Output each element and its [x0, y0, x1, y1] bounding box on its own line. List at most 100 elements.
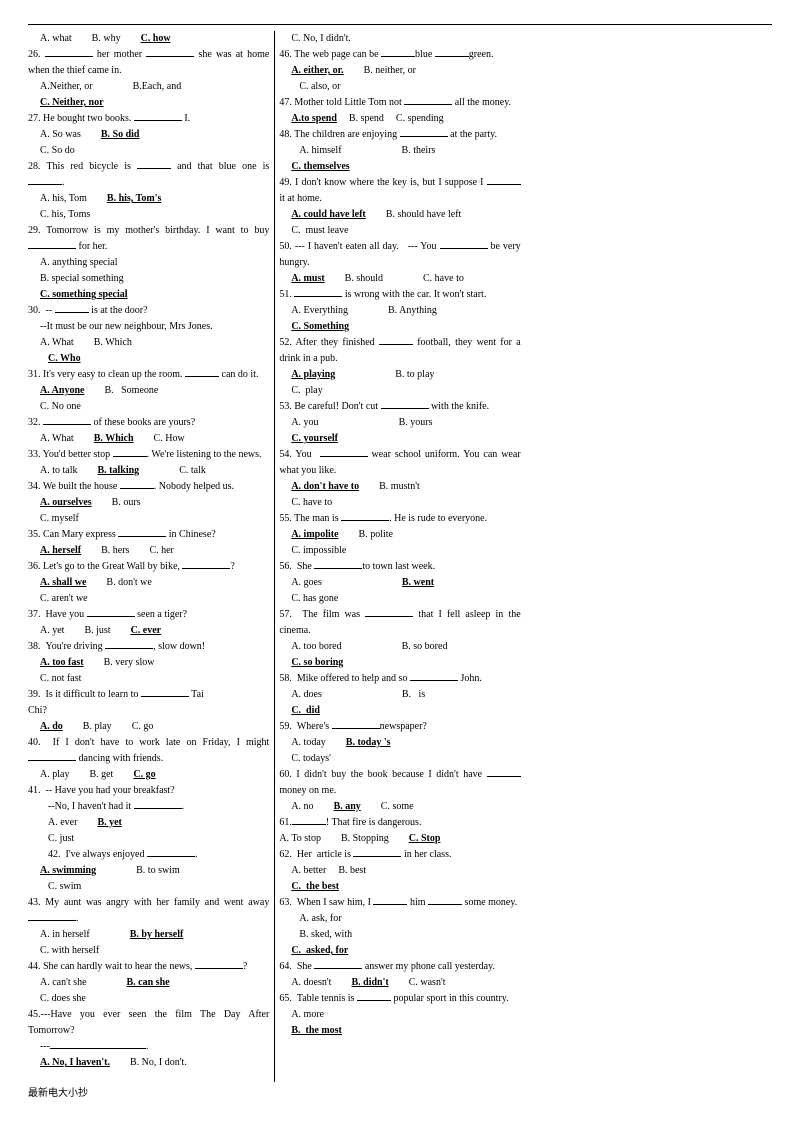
question-line: A. No, I haven't.B. No, I don't. — [28, 1055, 269, 1071]
question-line: 62. Her article is in her class. — [279, 847, 520, 863]
question-line: C. Neither, nor — [28, 95, 269, 111]
question-line: 48. The children are enjoying at the par… — [279, 127, 520, 143]
question-line: A. ourselvesB. ours — [28, 495, 269, 511]
question-line: 40. If I don't have to work late on Frid… — [28, 735, 269, 767]
question-line: C. impossible — [279, 543, 520, 559]
question-line: 55. The man is . He is rude to everyone. — [279, 511, 520, 527]
question-line: C. myself — [28, 511, 269, 527]
question-line: 47. Mother told Little Tom not all the m… — [279, 95, 520, 111]
question-line: A. more — [279, 1007, 520, 1023]
question-line: 45.---Have you ever seen the film The Da… — [28, 1007, 269, 1039]
question-line: 29. Tomorrow is my mother's birthday. I … — [28, 223, 269, 255]
question-line: C. No, I didn't. — [279, 31, 520, 47]
question-line: C. todays' — [279, 751, 520, 767]
question-line: 28. This red bicycle is and that blue on… — [28, 159, 269, 191]
question-line: 52. After they finished football, they w… — [279, 335, 520, 367]
question-line: C. have to — [279, 495, 520, 511]
question-line: 64. She answer my phone call yesterday. — [279, 959, 520, 975]
question-line: 35. Can Mary express in Chinese? — [28, 527, 269, 543]
question-line: C. No one — [28, 399, 269, 415]
question-line: A. So wasB. So did — [28, 127, 269, 143]
question-line: C. something special — [28, 287, 269, 303]
question-line: A. swimmingB. to swim — [28, 863, 269, 879]
question-line: A. WhatB. Which — [28, 335, 269, 351]
question-line: 30. -- is at the door? — [28, 303, 269, 319]
question-line: 42. I've always enjoyed . — [28, 847, 269, 863]
question-line: A. yetB. justC. ever — [28, 623, 269, 639]
question-line: A. can't sheB. can she — [28, 975, 269, 991]
question-line: C. has gone — [279, 591, 520, 607]
column-3: A. playingB. to playC. play53. Be carefu… — [279, 367, 520, 1039]
question-line: A.Neither, orB.Each, and — [28, 79, 269, 95]
question-line: C. aren't we — [28, 591, 269, 607]
question-line: C. must leave — [279, 223, 520, 239]
question-line: C. with herself — [28, 943, 269, 959]
question-line: A. impoliteB. polite — [279, 527, 520, 543]
question-line: A. playingB. to play — [279, 367, 520, 383]
question-line: 59. Where's newspaper? — [279, 719, 520, 735]
question-line: 65. Table tennis is popular sport in thi… — [279, 991, 520, 1007]
question-line: C. so boring — [279, 655, 520, 671]
question-line: 32. of these books are yours? — [28, 415, 269, 431]
question-line: A. to talkB. talkingC. talk — [28, 463, 269, 479]
question-line: A. playB. getC. go — [28, 767, 269, 783]
question-line: C. does she — [28, 991, 269, 1007]
question-line: 60. I didn't buy the book because I didn… — [279, 767, 520, 799]
question-line: 26. her mother she was at home when the … — [28, 47, 269, 79]
question-line: A. todayB. today 's — [279, 735, 520, 751]
question-line: 58. Mike offered to help and so John. — [279, 671, 520, 687]
question-line: A. doesn'tB. didn'tC. wasn't — [279, 975, 520, 991]
question-line: A. betterB. best — [279, 863, 520, 879]
question-line: 38. You're driving , slow down! — [28, 639, 269, 655]
question-line: A. too fastB. very slow — [28, 655, 269, 671]
question-line: 33. You'd better stop . We're listening … — [28, 447, 269, 463]
question-line: A. shall weB. don't we — [28, 575, 269, 591]
question-line: C. yourself — [279, 431, 520, 447]
question-line: 27. He bought two books. I. — [28, 111, 269, 127]
question-line: A. youB. yours — [279, 415, 520, 431]
question-line: C. Who — [28, 351, 269, 367]
question-line: A. AnyoneB. Someone — [28, 383, 269, 399]
question-line: A. could have leftB. should have left — [279, 207, 520, 223]
question-line: 63. When I saw him, I him some money. — [279, 895, 520, 911]
question-line: ---. — [28, 1039, 269, 1055]
question-line: 57. The film was that I fell asleep in t… — [279, 607, 520, 639]
question-line: 56. She to town last week. — [279, 559, 520, 575]
question-line: A. too boredB. so bored — [279, 639, 520, 655]
question-line: A. in herselfB. by herself — [28, 927, 269, 943]
exam-page: A. whatB. whyC. how26. her mother she wa… — [28, 24, 772, 1082]
question-line: C. Something — [279, 319, 520, 335]
question-line: A. goesB. went — [279, 575, 520, 591]
question-line: C. asked, for — [279, 943, 520, 959]
question-line: 53. Be careful! Don't cut with the knife… — [279, 399, 520, 415]
question-line: 43. My aunt was angry with her family an… — [28, 895, 269, 927]
question-line: A. herselfB. hersC. her — [28, 543, 269, 559]
question-line: 31. It's very easy to clean up the room.… — [28, 367, 269, 383]
question-line: A. don't have toB. mustn't — [279, 479, 520, 495]
question-line: 36. Let's go to the Great Wall by bike, … — [28, 559, 269, 575]
question-line: 51. is wrong with the car. It won't star… — [279, 287, 520, 303]
question-line: --It must be our new neighbour, Mrs Jone… — [28, 319, 269, 335]
question-line: C. not fast — [28, 671, 269, 687]
question-line: C. did — [279, 703, 520, 719]
question-line: C. his, Toms — [28, 207, 269, 223]
question-line: C. swim — [28, 879, 269, 895]
question-line: B. the most — [279, 1023, 520, 1039]
question-line: A. To stopB. StoppingC. Stop — [279, 831, 520, 847]
question-line: C. So do — [28, 143, 269, 159]
question-line: C. the best — [279, 879, 520, 895]
question-line: A. his, TomB. his, Tom's — [28, 191, 269, 207]
question-line: 54. You wear school uniform. You can wea… — [279, 447, 520, 479]
question-line: 41. -- Have you had your breakfast? — [28, 783, 269, 799]
question-line: 44. She can hardly wait to hear the news… — [28, 959, 269, 975]
question-line: B. special something — [28, 271, 269, 287]
question-line: 49. I don't know where the key is, but I… — [279, 175, 520, 207]
question-line: 50. --- I haven't eaten all day. --- You… — [279, 239, 520, 271]
question-line: C. also, or — [279, 79, 520, 95]
question-line: A. noB. anyC. some — [279, 799, 520, 815]
question-line: A. himselfB. theirs — [279, 143, 520, 159]
question-line: --No, I haven't had it . — [28, 799, 269, 815]
question-line: A. EverythingB. Anything — [279, 303, 520, 319]
question-line: A. whatB. whyC. how — [28, 31, 269, 47]
page-footer: 最新电大小抄 — [28, 1082, 772, 1102]
